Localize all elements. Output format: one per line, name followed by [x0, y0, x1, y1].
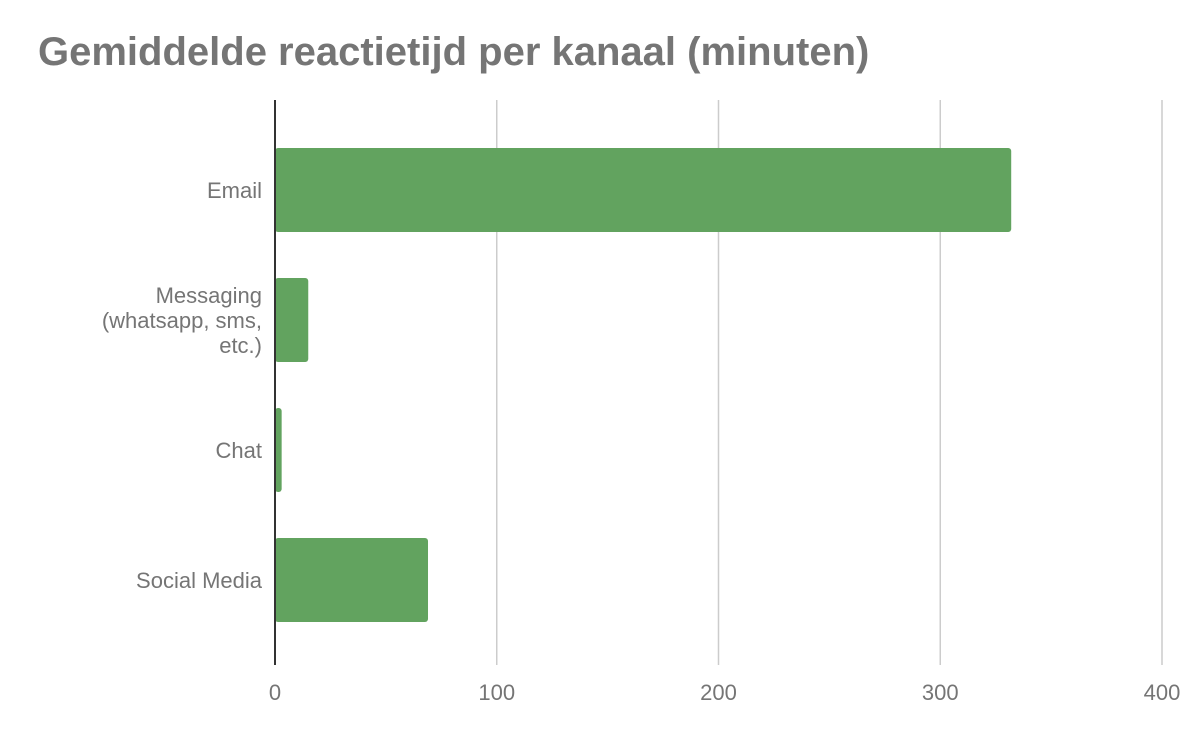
bar [275, 148, 1012, 232]
category-label: Social Media [136, 568, 263, 593]
chart-title: Gemiddelde reactietijd per kanaal (minut… [38, 30, 870, 74]
bar [275, 278, 309, 362]
x-tick-label: 200 [700, 680, 737, 705]
category-label: Email [207, 178, 262, 203]
x-tick-label: 0 [269, 680, 281, 705]
bar [275, 408, 282, 492]
x-tick-label: 100 [478, 680, 515, 705]
x-tick-label: 300 [922, 680, 959, 705]
category-label: Chat [216, 438, 262, 463]
bar [275, 538, 429, 622]
x-tick-label: 400 [1144, 680, 1181, 705]
category-label: Messaging (whatsapp, sms, etc.) [102, 283, 262, 358]
